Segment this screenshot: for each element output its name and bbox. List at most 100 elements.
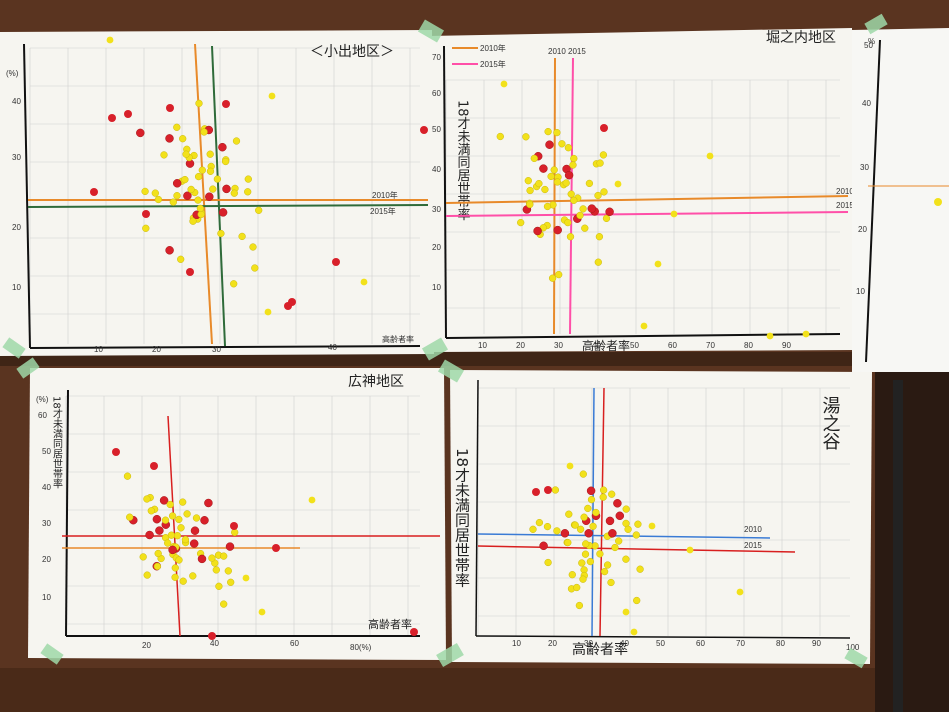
yellow-sticker-dot <box>230 189 238 197</box>
vline-2010 <box>553 57 556 335</box>
red-sticker-dot <box>159 496 169 505</box>
chart-top-left: ＜小出地区＞ (%) 高齢者率 2010年 2015年 10 20 30 40 10 2… <box>0 30 434 356</box>
yellow-sticker-dot <box>544 127 552 136</box>
yellow-sticker-dot <box>564 538 572 547</box>
yellow-sticker-dot <box>553 178 562 186</box>
yellow-sticker-dot <box>220 600 228 608</box>
yellow-sticker-dot <box>615 537 623 545</box>
yellow-sticker-dot <box>496 132 504 141</box>
tick-label: 50 <box>42 447 51 456</box>
red-sticker-dot <box>152 514 162 524</box>
yellow-sticker-dot <box>526 200 534 209</box>
sticker-dot <box>934 198 942 206</box>
yellow-sticker-dot <box>648 522 656 530</box>
yellow-sticker-dot <box>579 470 587 478</box>
tick-label: 60 <box>432 89 441 98</box>
red-sticker-dot <box>410 628 418 636</box>
tick-label: 10 <box>432 283 441 292</box>
chart-title: 湯之谷 <box>820 396 841 450</box>
yellow-sticker-dot <box>594 258 602 266</box>
yellow-sticker-dot <box>209 185 217 193</box>
tick-label: 10 <box>12 283 21 292</box>
yellow-sticker-dot <box>221 157 230 166</box>
yellow-sticker-dot <box>194 172 203 181</box>
yellow-sticker-dot <box>183 510 191 518</box>
red-sticker-dot <box>172 179 182 188</box>
tick-label: 60 <box>290 639 299 648</box>
red-sticker-dot <box>532 488 540 496</box>
x-axis-label: 高齢者率 <box>582 338 630 353</box>
red-sticker-dot <box>200 516 209 525</box>
yellow-sticker-dot <box>529 525 537 533</box>
red-sticker-dot <box>136 128 145 138</box>
tick-label: 60 <box>668 341 677 350</box>
tick-label: 30 <box>42 519 51 528</box>
yellow-sticker-dot <box>535 179 543 188</box>
yellow-sticker-dot <box>603 561 612 569</box>
red-sticker-dot <box>553 225 562 235</box>
tick-label: 70 <box>736 639 745 648</box>
tick-label: 20 <box>42 555 51 564</box>
yellow-sticker-dot <box>599 486 608 494</box>
yellow-sticker-dot <box>151 189 159 197</box>
yellow-sticker-dot <box>595 233 604 241</box>
yellow-sticker-dot <box>802 330 810 338</box>
wall-bottom-rail <box>0 668 949 712</box>
x-tick-labels: 10 20 30 40 50 60 70 80 90 <box>478 341 791 350</box>
yellow-sticker-dot <box>224 567 232 575</box>
yellow-sticker-dot <box>553 527 561 535</box>
yellow-sticker-dot <box>171 573 179 581</box>
yellow-sticker-dot <box>244 175 252 183</box>
yellow-sticker-dot <box>547 172 555 181</box>
red-sticker-dot <box>155 526 164 535</box>
yellow-sticker-dot <box>579 205 587 213</box>
x-axis <box>445 333 841 339</box>
yellow-sticker-dot <box>589 522 597 530</box>
y-tick-labels: 10 20 30 40 50 60 <box>38 411 51 602</box>
yellow-sticker-dot <box>197 210 205 219</box>
hline-2015 <box>27 204 429 208</box>
tick-label: 30 <box>554 341 563 350</box>
yellow-sticker-dot <box>177 255 185 263</box>
yellow-sticker-dot <box>564 218 572 227</box>
red-sticker-dot <box>539 164 548 173</box>
red-sticker-dot <box>124 110 132 118</box>
yellow-sticker-dot <box>562 179 570 187</box>
yellow-sticker-dot <box>106 36 114 44</box>
vline-2015 <box>599 387 605 637</box>
tick-label: 30 <box>584 639 593 648</box>
tape-piece <box>437 359 465 383</box>
tick-label: 10 <box>478 341 487 350</box>
y-unit-label: (%) <box>36 395 49 404</box>
tick-label: 40 <box>432 165 441 174</box>
yellow-sticker-dot <box>553 128 561 137</box>
vline <box>167 415 181 637</box>
yellow-sticker-dot <box>636 565 644 573</box>
hline-2010 <box>445 195 849 204</box>
red-sticker-dot <box>613 499 622 508</box>
red-sticker-dot <box>189 539 199 548</box>
chart-title: 堀之内地区 <box>766 30 836 46</box>
yellow-sticker-dot <box>622 505 630 513</box>
yellow-sticker-dot <box>168 512 177 520</box>
yellow-sticker-dot <box>255 206 263 214</box>
yellow-sticker-dot <box>220 552 228 560</box>
yellow-sticker-dot <box>624 525 632 533</box>
red-sticker-dot <box>586 486 596 496</box>
yellow-sticker-dot <box>189 572 197 580</box>
yellow-sticker-dot <box>187 185 195 194</box>
yellow-sticker-dot <box>208 554 216 562</box>
yellow-sticker-dot <box>200 128 208 136</box>
yellow-sticker-dot <box>169 198 177 206</box>
red-sticker-dot <box>420 126 428 134</box>
yellow-sticker-dot <box>555 270 563 279</box>
tick-label: 20 <box>432 243 441 252</box>
tick-label: 30 <box>212 345 221 354</box>
yellow-sticker-dot <box>569 161 577 169</box>
red-sticker-dot <box>564 170 574 180</box>
tick-label: 50 <box>864 41 873 50</box>
yellow-sticker-dot <box>736 588 744 596</box>
wall-panel-divider <box>0 352 949 366</box>
yellow-sticker-dot <box>141 187 149 196</box>
legend-2015-label: 2015年 <box>480 59 506 69</box>
